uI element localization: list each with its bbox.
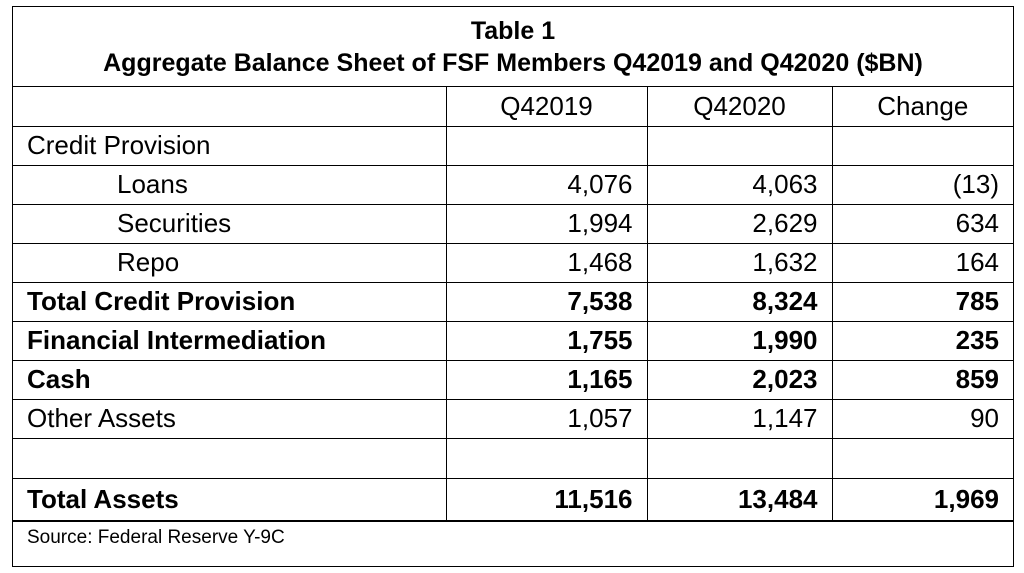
source-note: Source: Federal Reserve Y-9C [13, 520, 1013, 555]
row-label: Securities [13, 203, 447, 244]
cell-q42020 [646, 437, 833, 479]
table-row: Repo 1,468 1,632 164 [13, 242, 1013, 283]
cell-q42019: 11,516 [445, 477, 648, 521]
table-row: Securities 1,994 2,629 634 [13, 203, 1013, 244]
cell-q42020: 8,324 [646, 281, 833, 322]
row-label: Cash [13, 359, 447, 400]
header-q42020: Q42020 [646, 87, 833, 127]
row-label: Total Credit Provision [13, 281, 447, 322]
cell-change: 785 [831, 281, 1013, 322]
row-label: Repo [13, 242, 447, 283]
header-change: Change [831, 87, 1013, 127]
table-row: Total Credit Provision 7,538 8,324 785 [13, 281, 1013, 322]
cell-q42020: 2,629 [646, 203, 833, 244]
table-row: Cash 1,165 2,023 859 [13, 359, 1013, 400]
cell-q42019: 1,994 [445, 203, 648, 244]
header-blank-cell [13, 87, 447, 127]
cell-q42020 [646, 125, 833, 166]
total-row: Total Assets 11,516 13,484 1,969 [13, 477, 1013, 521]
row-label: Other Assets [13, 398, 447, 439]
cell-change: 164 [831, 242, 1013, 283]
table-row: Loans 4,076 4,063 (13) [13, 164, 1013, 205]
cell-change: 235 [831, 320, 1013, 361]
row-label: Credit Provision [13, 125, 447, 166]
row-label [13, 437, 447, 479]
row-label: Financial Intermediation [13, 320, 447, 361]
cell-change [831, 437, 1013, 479]
header-q42019: Q42019 [445, 87, 648, 127]
cell-change [831, 125, 1013, 166]
table-number: Table 1 [470, 17, 556, 45]
data-table: Q42019 Q42020 Change Credit Provision Lo… [13, 87, 1013, 521]
table-row: Financial Intermediation 1,755 1,990 235 [13, 320, 1013, 361]
cell-q42019: 7,538 [445, 281, 648, 322]
header-row: Q42019 Q42020 Change [13, 87, 1013, 127]
cell-change: 90 [831, 398, 1013, 439]
table-caption: Aggregate Balance Sheet of FSF Members Q… [103, 49, 923, 77]
cell-change: 634 [831, 203, 1013, 244]
row-label: Total Assets [13, 477, 447, 521]
cell-q42020: 1,990 [646, 320, 833, 361]
cell-change: (13) [831, 164, 1013, 205]
cell-q42019 [445, 125, 648, 166]
table-row: Credit Provision [13, 125, 1013, 166]
cell-q42019: 1,165 [445, 359, 648, 400]
cell-q42019: 4,076 [445, 164, 648, 205]
cell-q42019: 1,755 [445, 320, 648, 361]
cell-q42020: 1,147 [646, 398, 833, 439]
cell-change: 859 [831, 359, 1013, 400]
row-label: Loans [13, 164, 447, 205]
balance-sheet-table: Table 1 Aggregate Balance Sheet of FSF M… [12, 6, 1014, 567]
cell-change: 1,969 [831, 477, 1013, 521]
cell-q42019 [445, 437, 648, 479]
cell-q42020: 13,484 [646, 477, 833, 521]
cell-q42020: 4,063 [646, 164, 833, 205]
table-title: Table 1 Aggregate Balance Sheet of FSF M… [13, 7, 1013, 87]
cell-q42020: 2,023 [646, 359, 833, 400]
cell-q42019: 1,468 [445, 242, 648, 283]
cell-q42019: 1,057 [445, 398, 648, 439]
cell-q42020: 1,632 [646, 242, 833, 283]
table-row: Other Assets 1,057 1,147 90 [13, 398, 1013, 439]
spacer-row [13, 437, 1013, 479]
